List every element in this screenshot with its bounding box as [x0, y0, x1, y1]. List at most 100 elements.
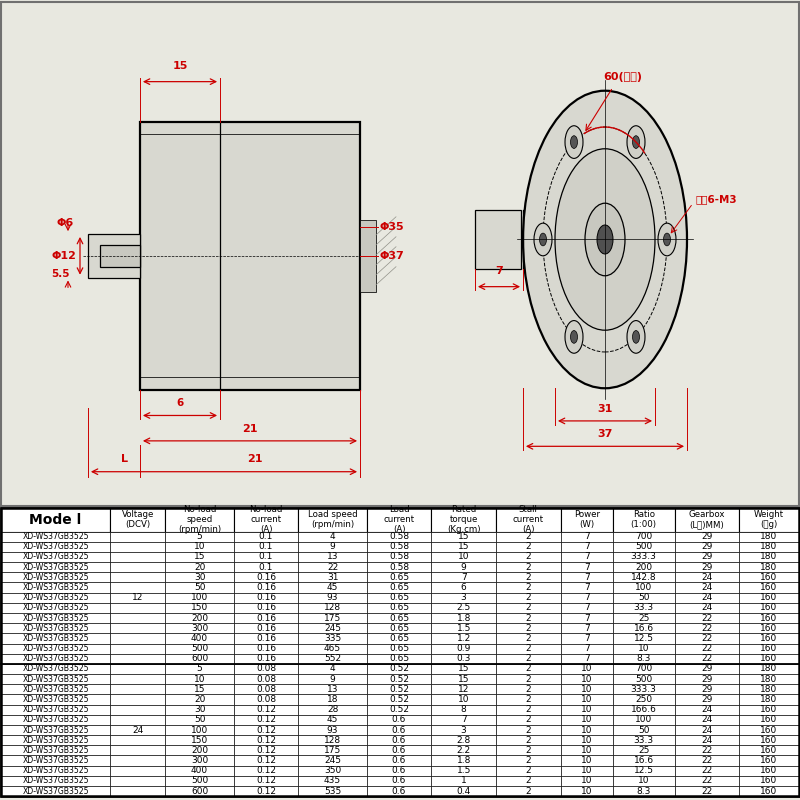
- Bar: [366, 746, 431, 755]
- Text: 22: 22: [702, 644, 713, 653]
- Text: 128: 128: [324, 603, 341, 612]
- Bar: [496, 674, 561, 684]
- Bar: [613, 735, 674, 746]
- Bar: [613, 531, 674, 542]
- Text: 15: 15: [458, 665, 470, 674]
- Bar: [613, 746, 674, 755]
- Text: XD-WS37GB3525: XD-WS37GB3525: [22, 634, 89, 643]
- Bar: [739, 603, 799, 613]
- Text: XD-WS37GB3525: XD-WS37GB3525: [22, 746, 89, 755]
- Text: 500: 500: [635, 674, 652, 684]
- Text: 12.5: 12.5: [634, 634, 654, 643]
- Text: 2: 2: [526, 553, 531, 562]
- Bar: [674, 694, 739, 705]
- Text: No-load
current
(A): No-load current (A): [250, 505, 282, 534]
- Bar: [166, 766, 234, 776]
- Text: 0.12: 0.12: [256, 766, 276, 775]
- Text: 6: 6: [461, 583, 466, 592]
- Bar: [431, 746, 496, 755]
- Text: 600: 600: [191, 786, 208, 796]
- Text: 7: 7: [584, 654, 590, 663]
- Bar: [431, 542, 496, 552]
- Bar: [613, 664, 674, 674]
- Bar: [1, 776, 110, 786]
- Bar: [739, 786, 799, 796]
- Bar: [496, 684, 561, 694]
- Bar: [561, 654, 613, 664]
- Bar: [496, 714, 561, 725]
- Text: 2: 2: [526, 583, 531, 592]
- Text: 350: 350: [324, 766, 341, 775]
- Text: 13: 13: [326, 553, 338, 562]
- Text: 29: 29: [701, 695, 713, 704]
- Bar: [366, 674, 431, 684]
- Bar: [110, 684, 166, 694]
- Bar: [496, 735, 561, 746]
- Bar: [674, 735, 739, 746]
- Text: 2: 2: [526, 766, 531, 775]
- Circle shape: [585, 203, 625, 276]
- Bar: [674, 582, 739, 593]
- Bar: [561, 582, 613, 593]
- Text: 29: 29: [701, 685, 713, 694]
- Bar: [431, 776, 496, 786]
- Text: 29: 29: [701, 532, 713, 541]
- Text: 10: 10: [581, 674, 593, 684]
- Text: 160: 160: [761, 726, 778, 734]
- Text: 0.65: 0.65: [389, 573, 409, 582]
- Bar: [366, 735, 431, 746]
- Text: 7: 7: [584, 644, 590, 653]
- Text: Power
(W): Power (W): [574, 510, 600, 529]
- Text: 7: 7: [584, 634, 590, 643]
- Text: XD-WS37GB3525: XD-WS37GB3525: [22, 715, 89, 724]
- Text: 30: 30: [194, 705, 206, 714]
- Bar: [298, 755, 366, 766]
- Text: 1.5: 1.5: [457, 766, 471, 775]
- Bar: [561, 746, 613, 755]
- Text: 0.12: 0.12: [256, 756, 276, 765]
- Bar: [110, 664, 166, 674]
- Bar: [674, 634, 739, 643]
- Text: 25: 25: [638, 746, 650, 755]
- Bar: [234, 562, 298, 572]
- Bar: [110, 542, 166, 552]
- Bar: [561, 507, 613, 531]
- Text: 0.16: 0.16: [256, 573, 276, 582]
- Bar: [1, 664, 110, 674]
- Bar: [739, 755, 799, 766]
- Bar: [298, 654, 366, 664]
- Text: 535: 535: [324, 786, 341, 796]
- Bar: [298, 623, 366, 634]
- Text: 0.16: 0.16: [256, 654, 276, 663]
- Text: 2: 2: [526, 715, 531, 724]
- Text: 10: 10: [581, 736, 593, 745]
- Text: XD-WS37GB3525: XD-WS37GB3525: [22, 654, 89, 663]
- Bar: [110, 755, 166, 766]
- Text: 0.6: 0.6: [392, 777, 406, 786]
- Bar: [298, 582, 366, 593]
- Text: 300: 300: [191, 756, 208, 765]
- Text: 29: 29: [701, 542, 713, 551]
- Text: 10: 10: [194, 674, 206, 684]
- Text: 150: 150: [191, 736, 208, 745]
- Bar: [110, 705, 166, 714]
- Bar: [234, 786, 298, 796]
- Bar: [1, 542, 110, 552]
- Bar: [674, 572, 739, 582]
- Bar: [234, 623, 298, 634]
- Bar: [366, 776, 431, 786]
- Text: 31: 31: [598, 404, 613, 414]
- Bar: [431, 766, 496, 776]
- Text: 2: 2: [526, 665, 531, 674]
- Bar: [166, 714, 234, 725]
- Bar: [739, 613, 799, 623]
- Bar: [613, 755, 674, 766]
- Bar: [1, 705, 110, 714]
- Text: 1.2: 1.2: [457, 634, 470, 643]
- Bar: [234, 582, 298, 593]
- Bar: [431, 654, 496, 664]
- Bar: [110, 786, 166, 796]
- Text: 0.52: 0.52: [389, 674, 409, 684]
- Text: 7: 7: [584, 553, 590, 562]
- Text: 200: 200: [191, 746, 208, 755]
